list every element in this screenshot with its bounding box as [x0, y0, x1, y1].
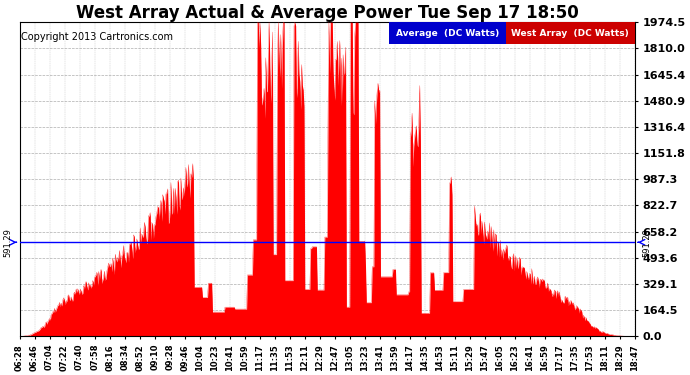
Text: 591.29: 591.29 [642, 228, 651, 257]
Text: 591.29: 591.29 [3, 228, 12, 257]
Text: Average  (DC Watts): Average (DC Watts) [395, 29, 499, 38]
Text: Copyright 2013 Cartronics.com: Copyright 2013 Cartronics.com [21, 32, 172, 42]
Title: West Array Actual & Average Power Tue Sep 17 18:50: West Array Actual & Average Power Tue Se… [76, 4, 579, 22]
FancyBboxPatch shape [388, 22, 506, 44]
Text: West Array  (DC Watts): West Array (DC Watts) [511, 29, 629, 38]
FancyBboxPatch shape [506, 22, 635, 44]
